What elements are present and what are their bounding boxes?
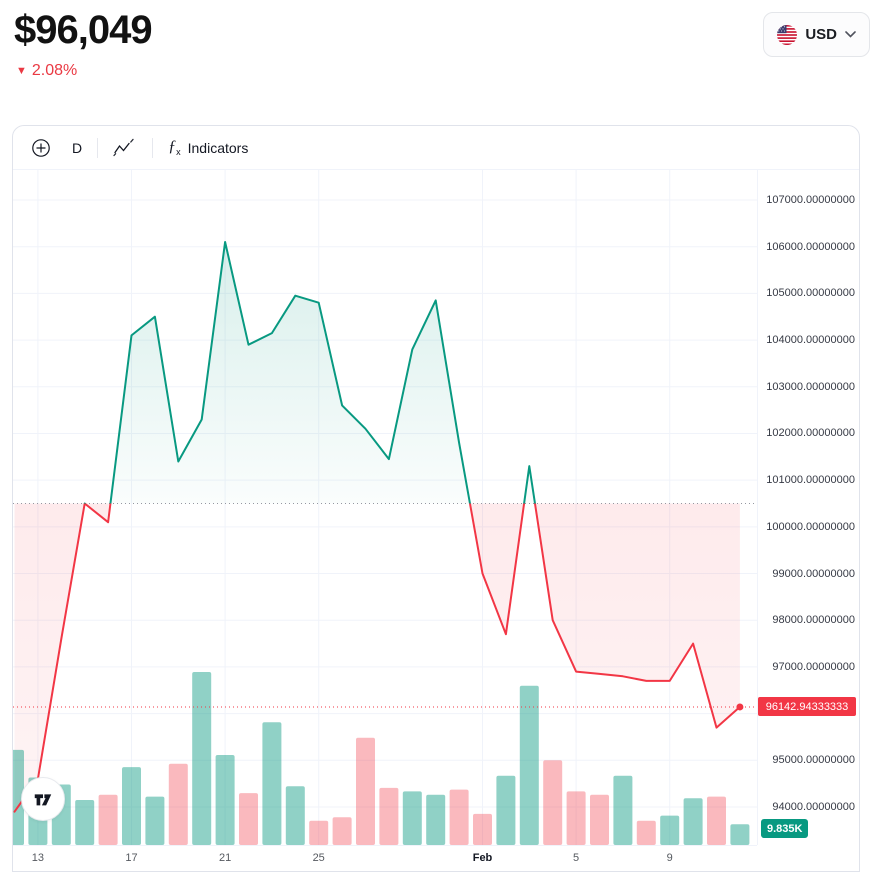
time-axis-label: 21 (218, 852, 232, 864)
time-axis-label: 25 (312, 852, 325, 864)
price-axis[interactable]: 107000.00000000 106000.00000000 105000.000… (757, 170, 859, 845)
price-axis-label: 106000.00000000 (766, 240, 855, 253)
down-arrow-icon: ▼ (16, 65, 27, 77)
interval-label: D (72, 139, 83, 156)
us-flag-icon (777, 24, 798, 45)
time-axis-label: 9 (666, 852, 673, 864)
price-axis-label: 99000.00000000 (772, 567, 855, 580)
time-axis-label: Feb (472, 852, 493, 864)
price-axis-label: 95000.00000000 (772, 754, 855, 767)
chart-area: 107000.00000000 106000.00000000 105000.000… (13, 170, 859, 872)
price-axis-label: 102000.00000000 (766, 427, 855, 440)
price-axis-label: 100000.00000000 (766, 520, 855, 533)
price-value: $96,049 (14, 8, 153, 52)
volume-badge: 9.835K (761, 819, 809, 838)
toolbar-divider (152, 137, 154, 158)
time-axis[interactable]: 13 17 21 25 Feb 5 9 (13, 845, 757, 871)
price-axis-label: 101000.00000000 (766, 474, 855, 487)
indicators-button[interactable]: ƒx Indicators (159, 133, 257, 162)
price-axis-label: 104000.00000000 (766, 334, 855, 347)
price-axis-label: 105000.00000000 (766, 287, 855, 300)
chart-card: D ƒx Indicators 107000.00000000 1 (12, 125, 860, 872)
current-price-label: 96142.94333333 (758, 697, 856, 717)
header: $96,049 ▼ 2.08% (0, 0, 872, 125)
chart-style-button[interactable] (104, 133, 146, 163)
currency-selector[interactable]: USD (763, 12, 870, 57)
chart-toolbar: D ƒx Indicators (13, 126, 859, 170)
indicators-label: Indicators (187, 139, 249, 156)
price-change: ▼ 2.08% (16, 62, 77, 80)
interval-button[interactable]: D (63, 135, 91, 161)
time-axis-label: 5 (573, 852, 580, 864)
time-axis-label: 17 (125, 852, 138, 864)
price-axis-label: 94000.00000000 (772, 801, 855, 813)
price-change-value: 2.08% (31, 62, 78, 79)
chevron-down-icon (845, 31, 856, 38)
price-chart[interactable] (13, 170, 859, 872)
price-axis-label: 103000.00000000 (766, 380, 855, 393)
price-axis-label: 97000.00000000 (772, 660, 855, 673)
crosshair-button[interactable] (21, 132, 61, 164)
price-axis-label: 98000.00000000 (772, 614, 855, 627)
toolbar-divider (97, 137, 99, 158)
time-axis-label: 13 (31, 852, 45, 864)
crosshair-icon (30, 137, 52, 159)
tradingview-logo[interactable] (21, 777, 65, 821)
price-axis-label: 107000.00000000 (766, 194, 855, 206)
currency-label: USD (805, 26, 837, 43)
line-style-icon (113, 138, 137, 158)
tradingview-logo-icon (34, 794, 52, 806)
fx-icon: ƒx (168, 138, 181, 157)
